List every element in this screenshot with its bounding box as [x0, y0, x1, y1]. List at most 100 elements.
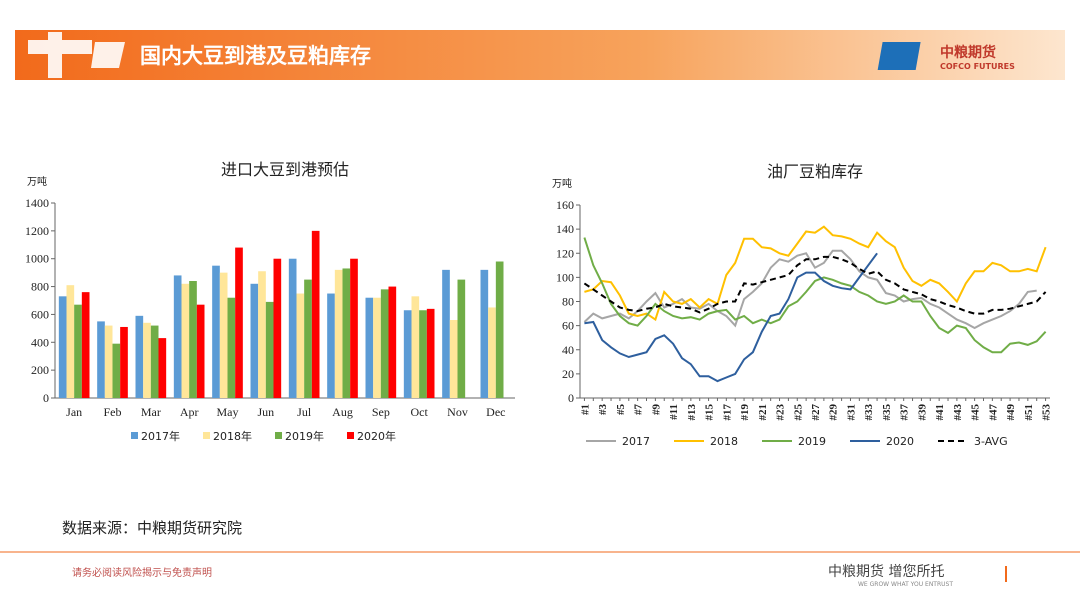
bar	[58, 296, 67, 398]
x-tick-label: Feb	[104, 405, 122, 419]
bar	[227, 297, 236, 398]
bar	[120, 326, 128, 398]
x-tick-label: Sep	[372, 405, 390, 419]
bar	[189, 281, 197, 398]
bar	[495, 261, 504, 398]
y-axis-label: 万吨	[27, 175, 47, 188]
x-tick-label: #41	[934, 404, 946, 421]
y-tick-label: 0	[568, 391, 574, 405]
bar	[342, 268, 351, 398]
x-tick-label: May	[217, 405, 239, 419]
y-tick-label: 40	[562, 343, 574, 357]
bar	[181, 283, 190, 398]
header-icon	[91, 42, 125, 68]
disclaimer: 请务必阅读风险揭示与免责声明	[72, 566, 212, 579]
bar	[97, 321, 105, 398]
y-tick-label: 200	[31, 363, 49, 377]
bar	[158, 338, 167, 398]
bar	[273, 258, 282, 398]
x-tick-label: #43	[952, 404, 964, 421]
x-tick-label: #37	[899, 404, 911, 421]
legend-label: 2020	[886, 435, 914, 448]
legend-label: 2019年	[285, 429, 324, 443]
bar	[449, 320, 458, 398]
header-icon	[28, 32, 92, 78]
logo-cn: 中粮期货	[940, 44, 996, 61]
bar	[250, 283, 259, 398]
slogan-cn: 中粮期货 增您所托	[828, 563, 944, 580]
x-tick-label: #35	[881, 404, 893, 421]
x-tick-label: Jan	[66, 405, 82, 419]
bar	[288, 258, 297, 398]
x-tick-label: #7	[633, 404, 645, 416]
legend-swatch	[203, 432, 210, 439]
source: 数据来源：中粮期货研究院	[62, 519, 242, 537]
bar	[403, 310, 412, 398]
bar	[411, 296, 420, 398]
bar	[150, 325, 159, 398]
bar	[296, 293, 305, 398]
x-tick-label: Nov	[447, 405, 468, 419]
x-tick-label: #9	[650, 404, 662, 416]
legend-swatch	[131, 432, 138, 439]
bar	[196, 304, 205, 398]
y-tick-label: 60	[562, 319, 574, 333]
bar	[66, 285, 75, 398]
bar	[457, 279, 466, 398]
x-tick-label: Mar	[141, 405, 161, 419]
y-tick-label: 1400	[25, 196, 49, 210]
x-tick-label: #29	[828, 404, 840, 421]
legend-swatch	[347, 432, 354, 439]
bar	[488, 307, 496, 398]
bar	[480, 269, 489, 398]
slogan-en: WE GROW WHAT YOU ENTRUST	[858, 581, 953, 588]
x-tick-label: #1	[579, 404, 591, 415]
y-tick-label: 140	[556, 222, 574, 236]
x-tick-label: Aug	[332, 405, 353, 419]
x-tick-label: Oct	[411, 405, 429, 419]
x-tick-label: Jun	[257, 405, 274, 419]
x-tick-label: Dec	[486, 405, 505, 419]
x-tick-label: #33	[863, 404, 875, 421]
logo-en: COFCO FUTURES	[940, 62, 1015, 71]
y-tick-label: 20	[562, 367, 574, 381]
x-tick-label: #51	[1023, 404, 1035, 421]
x-tick-label: #13	[686, 404, 698, 421]
y-tick-label: 160	[556, 198, 574, 212]
x-tick-label: #15	[704, 404, 716, 421]
x-tick-label: #3	[597, 404, 609, 416]
x-tick-label: #39	[916, 404, 928, 421]
bar	[173, 275, 182, 398]
line	[583, 249, 1037, 330]
legend-label: 2018年	[213, 429, 252, 443]
bar	[258, 271, 266, 398]
bar	[350, 258, 358, 398]
y-tick-label: 80	[562, 295, 574, 309]
line	[583, 237, 1047, 354]
x-tick-label: #11	[668, 404, 680, 420]
bar	[304, 279, 312, 398]
y-tick-label: 100	[556, 270, 574, 284]
bar	[442, 269, 450, 398]
bar	[104, 325, 113, 398]
y-tick-label: 120	[556, 246, 574, 260]
legend-label: 2017	[622, 435, 650, 448]
y-tick-label: 800	[31, 280, 49, 294]
bar	[81, 292, 90, 398]
bar	[327, 293, 335, 398]
bar	[74, 304, 82, 398]
chart-title: 进口大豆到港预估	[221, 160, 349, 179]
legend-label: 3-AVG	[974, 435, 1008, 448]
line	[584, 225, 1047, 322]
y-tick-label: 400	[31, 335, 49, 349]
bar	[426, 308, 435, 398]
bar	[235, 247, 243, 398]
x-tick-label: #27	[810, 404, 822, 421]
bar	[365, 297, 374, 398]
bar	[112, 343, 121, 398]
bar	[380, 289, 389, 398]
y-axis-label: 万吨	[552, 177, 572, 190]
chart-title: 油厂豆粕库存	[767, 162, 863, 181]
x-tick-label: #45	[970, 404, 982, 421]
